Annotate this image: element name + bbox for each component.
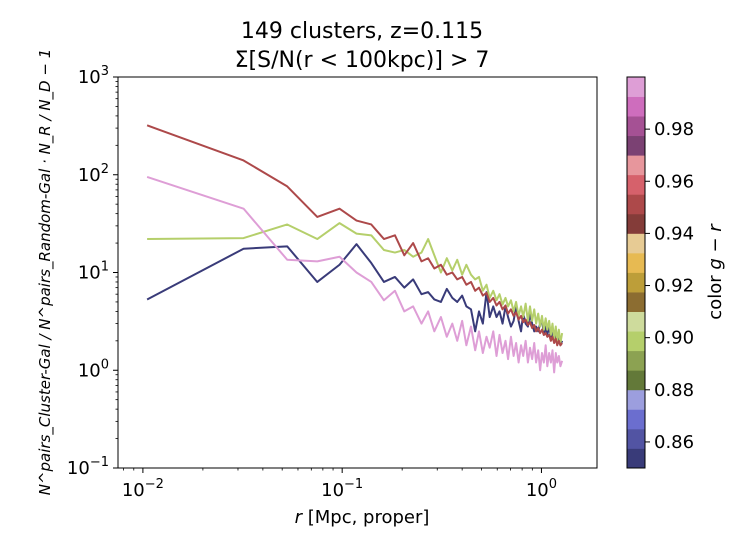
colorbar-segment bbox=[627, 77, 645, 97]
colorbar-label-text: color g − r bbox=[705, 223, 726, 320]
colorbar-tick-label: 0.98 bbox=[654, 119, 694, 140]
colorbar-label: color g − r bbox=[705, 223, 726, 320]
y-tick-exp: 3 bbox=[101, 64, 109, 79]
y-tick-exp: 1 bbox=[101, 260, 109, 275]
y-tick-label: 102 bbox=[78, 162, 109, 186]
colorbar-segment bbox=[627, 252, 645, 273]
x-tick-base: 10 bbox=[122, 480, 145, 501]
series-line-2 bbox=[147, 222, 564, 344]
x-tick-base: 10 bbox=[321, 480, 344, 501]
colorbar-tick-label: 0.96 bbox=[654, 171, 694, 192]
colorbar: 0.86 0.88 0.90 0.92 0.94 0.96 0.98 bbox=[626, 76, 694, 469]
chart-title-line2: Σ[S/N(r < 100kpc)] > 7 bbox=[235, 48, 490, 73]
y-tick-base: 10 bbox=[67, 458, 90, 479]
colorbar-segment bbox=[627, 331, 645, 352]
colorbar-tick-label: 0.92 bbox=[654, 276, 694, 297]
colorbar-segment bbox=[627, 448, 645, 469]
colorbar-tick-label: 0.90 bbox=[654, 328, 694, 349]
series-line-3 bbox=[146, 124, 563, 347]
colorbar-segment bbox=[627, 311, 645, 332]
x-tick-exp: −1 bbox=[344, 477, 363, 492]
colorbar-segment bbox=[627, 174, 645, 195]
colorbar-frame bbox=[626, 76, 646, 469]
colorbar-label-prefix: color bbox=[705, 270, 726, 320]
y-tick-label: 100 bbox=[78, 357, 109, 381]
x-tick-base: 10 bbox=[526, 480, 549, 501]
colorbar-tick-label: 0.88 bbox=[654, 380, 694, 401]
y-tick-exp: −1 bbox=[90, 455, 109, 470]
y-tick-label: 103 bbox=[78, 64, 109, 88]
colorbar-segment bbox=[627, 292, 645, 312]
colorbar-segment bbox=[627, 409, 645, 430]
colorbar-segment bbox=[627, 116, 645, 137]
colorbar-segment bbox=[627, 96, 645, 117]
x-axis-label-var: r bbox=[295, 507, 304, 528]
y-axis-label: N^pairs_Cluster-Gal / N^pairs_Random-Gal… bbox=[36, 49, 55, 496]
colorbar-segment bbox=[627, 155, 645, 176]
x-tick-label: 100 bbox=[526, 477, 557, 501]
y-tick-label: 10−1 bbox=[67, 455, 109, 479]
y-tick-base: 10 bbox=[78, 165, 101, 186]
series-line-4 bbox=[146, 175, 564, 374]
colorbar-segment bbox=[627, 428, 645, 449]
x-axis-label: r [Mpc, proper] bbox=[295, 507, 430, 528]
colorbar-segment bbox=[627, 389, 645, 410]
y-tick-exp: 0 bbox=[101, 357, 109, 372]
series-line-1 bbox=[146, 243, 564, 347]
colorbar-tick-label: 0.86 bbox=[654, 432, 694, 453]
colorbar-segment bbox=[627, 135, 645, 156]
colorbar-segment bbox=[627, 272, 645, 293]
x-tick-label: 10−2 bbox=[122, 477, 164, 501]
chart-title-line1: 149 clusters, z=0.115 bbox=[241, 19, 483, 44]
y-axis-label-text: N^pairs_Cluster-Gal / N^pairs_Random-Gal… bbox=[36, 49, 55, 496]
x-tick-exp: 0 bbox=[549, 477, 557, 492]
colorbar-segment bbox=[627, 194, 645, 215]
y-tick-exp: 2 bbox=[101, 162, 109, 177]
y-tick-base: 10 bbox=[78, 263, 101, 284]
y-tick-label: 101 bbox=[78, 260, 109, 284]
colorbar-label-var: g − r bbox=[705, 223, 726, 270]
x-tick-label: 10−1 bbox=[321, 477, 363, 501]
y-tick-base: 10 bbox=[78, 360, 101, 381]
colorbar-tick-label: 0.94 bbox=[654, 223, 694, 244]
x-tick-exp: −2 bbox=[145, 477, 164, 492]
colorbar-segment bbox=[627, 233, 645, 254]
colorbar-segment bbox=[627, 350, 645, 371]
y-tick-base: 10 bbox=[78, 67, 101, 88]
x-axis-label-rest: [Mpc, proper] bbox=[302, 507, 429, 528]
colorbar-segment bbox=[627, 213, 645, 234]
colorbar-segment bbox=[627, 370, 645, 391]
